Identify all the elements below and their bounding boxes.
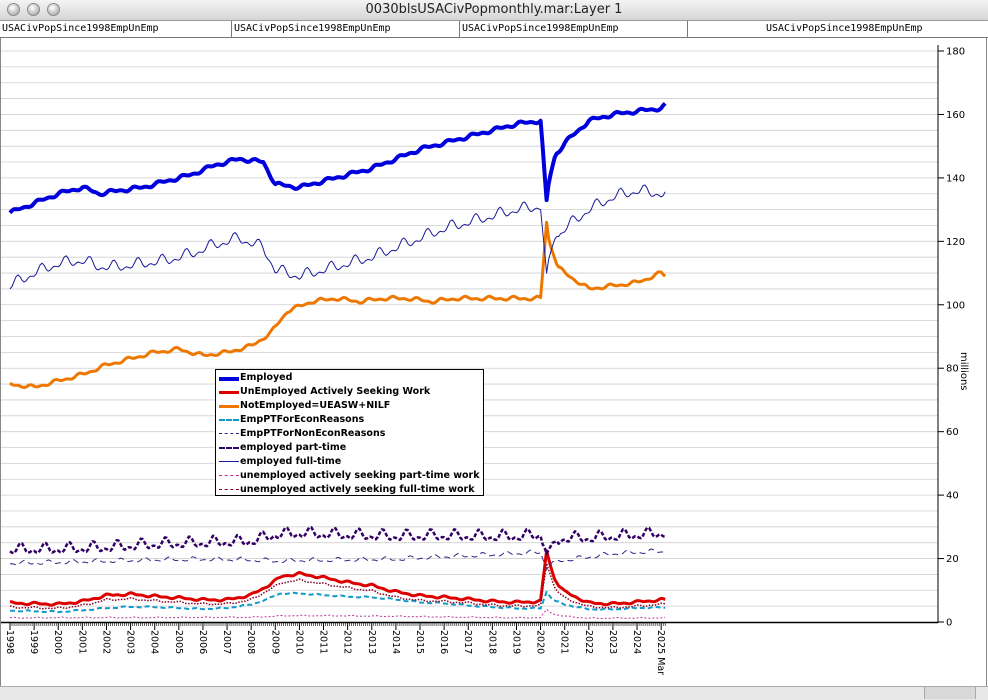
series-lines (8, 102, 667, 619)
x-tick-label: 2001 (76, 630, 87, 654)
y-tick-label: 60 (946, 427, 959, 438)
legend-item: EmpPTForNonEconReasons (216, 427, 483, 441)
series-line-6 (9, 184, 666, 290)
series-line-8 (9, 562, 666, 610)
legend-label: EmpPTForEconReasons (240, 414, 365, 425)
close-window-button[interactable] (7, 3, 20, 16)
x-tick-label: 2023 (607, 630, 618, 654)
x-tick-label: 2018 (486, 630, 497, 654)
tab-1[interactable]: USACivPopSince1998EmpUnEmp (0, 21, 232, 37)
window-title: 0030blsUSACivPopmonthly.mar:Layer 1 (365, 2, 623, 17)
y-tick-label: 40 (946, 491, 959, 502)
legend-item: Employed (216, 371, 483, 385)
legend-swatch (219, 475, 239, 476)
y-tick-label: 20 (946, 554, 959, 565)
y-tick-label: 140 (946, 173, 965, 184)
legend-item: unemployed actively seeking full-time wo… (216, 483, 483, 497)
x-tick-label: 2019 (510, 630, 521, 654)
grid (1, 50, 938, 607)
series-line-2 (9, 220, 667, 390)
scrollbar-thumb[interactable] (924, 687, 976, 699)
legend-item: employed full-time (216, 455, 483, 469)
legend-swatch (219, 391, 239, 394)
legend-swatch (219, 377, 239, 381)
y-tick-label: 0 (946, 618, 952, 629)
x-tick-label: 2012 (342, 630, 353, 654)
y-tick-label: 180 (946, 47, 965, 58)
x-tick-label: 2016 (438, 630, 449, 654)
x-tick-label: 2011 (318, 630, 329, 654)
legend-label: employed full-time (240, 456, 342, 467)
tab-2[interactable]: USACivPopSince1998EmpUnEmp (232, 21, 460, 37)
series-line-3 (10, 590, 666, 614)
legend-label: unemployed actively seeking part-time wo… (240, 470, 480, 481)
y-tick-label: 80 (946, 364, 959, 375)
title-bar: 0030blsUSACivPopmonthly.mar:Layer 1 (0, 0, 988, 21)
legend-swatch (219, 419, 239, 421)
legend-label: employed part-time (240, 442, 347, 453)
x-tick-label: 2005 (173, 630, 184, 654)
x-tick-label: 2006 (197, 630, 208, 654)
x-tick-label: 2003 (125, 630, 136, 654)
series-line-5 (9, 525, 666, 556)
x-tick-label: 2004 (149, 630, 160, 654)
x-tick-label: 1998 (4, 630, 15, 654)
legend-label: UnEmployed Actively Seeking Work (240, 386, 431, 397)
x-tick-label: 2009 (269, 630, 280, 654)
legend-swatch (219, 405, 239, 408)
x-tick-label: 2024 (631, 630, 642, 654)
y-tick-label: 160 (946, 110, 965, 121)
minimize-window-button[interactable] (27, 3, 40, 16)
legend-label: EmpPTForNonEconReasons (240, 428, 386, 439)
y-tick-label: 100 (946, 300, 965, 311)
y-tick-label: 120 (946, 237, 965, 248)
legend-swatch (219, 489, 239, 490)
horizontal-scrollbar[interactable] (0, 686, 988, 700)
x-tick-label: 2002 (100, 630, 111, 654)
legend-swatch (219, 433, 239, 434)
x-tick-label: 1999 (28, 630, 39, 654)
x-tick-label: 2013 (366, 630, 377, 654)
legend-label: Employed (240, 372, 293, 383)
series-line-7 (9, 608, 666, 619)
x-tick-label: 2014 (390, 630, 401, 654)
x-tick-label: 2000 (52, 630, 63, 654)
legend-swatch (219, 447, 239, 449)
series-line-4 (9, 548, 666, 571)
legend-label: unemployed actively seeking full-time wo… (240, 484, 475, 495)
x-tick-label: 2010 (293, 630, 304, 654)
legend-item: UnEmployed Actively Seeking Work (216, 385, 483, 399)
x-tick-label: 2025 Mar (655, 630, 666, 675)
x-tick-label: 2007 (221, 630, 232, 654)
x-tick-label: 2015 (414, 630, 425, 654)
legend: Employed UnEmployed Actively Seeking Work… (215, 369, 484, 496)
series-line-1 (9, 549, 666, 607)
series-line-0 (8, 102, 667, 215)
x-tick-label: 2021 (559, 630, 570, 654)
zoom-window-button[interactable] (47, 3, 60, 16)
y-axis-label: millions (958, 352, 969, 391)
x-tick-label: 2022 (583, 630, 594, 654)
axes: 0 20 40 60 80 100 120 140 160 180 millions 1998 1999… (1, 45, 969, 675)
x-tick-label: 2020 (535, 630, 546, 654)
legend-item: unemployed actively seeking part-time wo… (216, 469, 483, 483)
x-tick-label: 2008 (245, 630, 256, 654)
x-tick-label: 2017 (462, 630, 473, 654)
legend-item: EmpPTForEconReasons (216, 413, 483, 427)
plot-frame (0, 38, 987, 688)
legend-item: NotEmployed=UEASW+NILF (216, 399, 483, 413)
legend-label: NotEmployed=UEASW+NILF (240, 400, 391, 411)
legend-item: employed part-time (216, 441, 483, 455)
tab-strip: USACivPopSince1998EmpUnEmp USACivPopSinc… (0, 21, 988, 38)
tab-3[interactable]: USACivPopSince1998EmpUnEmp (460, 21, 688, 37)
legend-swatch (219, 461, 239, 462)
tab-4[interactable]: USACivPopSince1998EmpUnEmp (766, 23, 923, 34)
